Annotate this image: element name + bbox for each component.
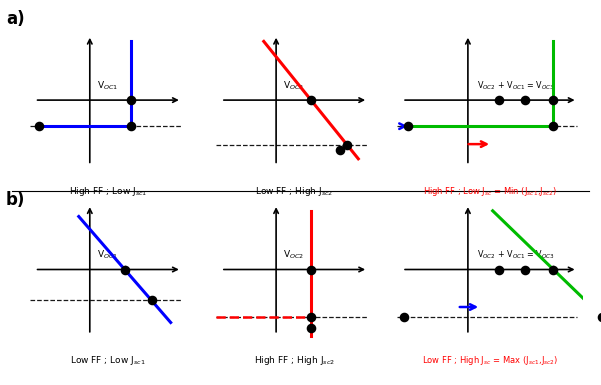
Point	[147, 297, 156, 303]
Point	[549, 97, 558, 103]
Text: V$_{OC1}$: V$_{OC1}$	[97, 249, 118, 261]
Point	[307, 97, 316, 103]
Text: V$_{OC2}$ + V$_{OC1}$ = V$_{OC3}$: V$_{OC2}$ + V$_{OC1}$ = V$_{OC3}$	[477, 249, 555, 261]
Text: Low FF ; High J$_{sc2}$: Low FF ; High J$_{sc2}$	[255, 185, 334, 198]
Point	[126, 97, 136, 103]
Point	[549, 123, 558, 129]
Text: Low FF ; High J$_{sc}$ = Max (J$_{sc1}$,J$_{sc2}$): Low FF ; High J$_{sc}$ = Max (J$_{sc1}$,…	[421, 354, 558, 367]
Point	[335, 147, 344, 153]
Point	[307, 266, 316, 273]
Text: a): a)	[6, 10, 25, 28]
Point	[549, 266, 558, 273]
Text: V$_{OC2}$: V$_{OC2}$	[284, 249, 305, 261]
Text: V$_{OC2}$ + V$_{OC1}$ = V$_{OC3}$: V$_{OC2}$ + V$_{OC1}$ = V$_{OC3}$	[477, 79, 555, 92]
Text: V$_{OC1}$: V$_{OC1}$	[97, 79, 118, 92]
Text: b): b)	[6, 191, 25, 209]
Point	[403, 123, 412, 129]
Text: High FF ; Low J$_{sc1}$: High FF ; Low J$_{sc1}$	[69, 185, 147, 198]
Point	[520, 97, 529, 103]
Text: Low FF ; Low J$_{sc1}$: Low FF ; Low J$_{sc1}$	[70, 354, 146, 367]
Point	[494, 97, 504, 103]
Text: V$_{OC2}$: V$_{OC2}$	[284, 79, 305, 92]
Point	[597, 314, 601, 320]
Point	[126, 123, 136, 129]
Text: High FF ; Low J$_{sc}$ = Min (J$_{sc1}$,J$_{sc2}$): High FF ; Low J$_{sc}$ = Min (J$_{sc1}$,…	[423, 185, 557, 198]
Point	[494, 266, 504, 273]
Point	[120, 266, 130, 273]
Point	[34, 123, 44, 129]
Point	[400, 314, 409, 320]
Point	[307, 325, 316, 331]
Point	[343, 142, 352, 148]
Point	[520, 266, 529, 273]
Point	[307, 314, 316, 320]
Text: High FF ; High J$_{sc2}$: High FF ; High J$_{sc2}$	[254, 354, 335, 367]
